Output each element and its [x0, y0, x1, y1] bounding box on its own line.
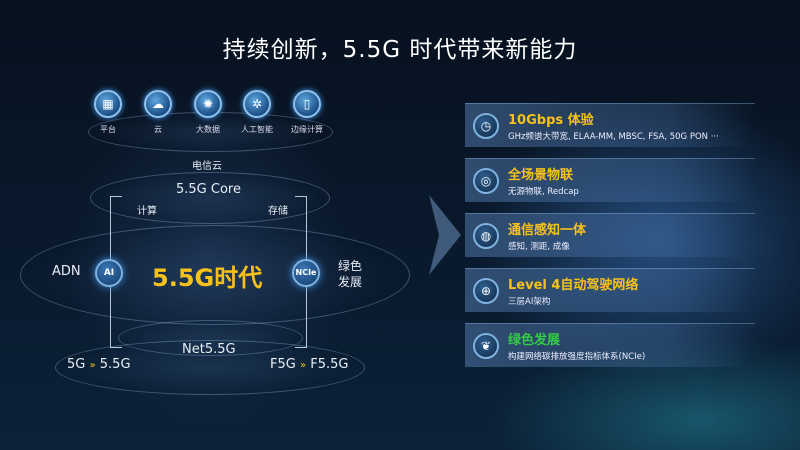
service-label: 云: [154, 125, 162, 134]
service-label: 边缘计算: [291, 125, 323, 134]
service-item: ☁ 云: [138, 90, 178, 135]
page-title: 持续创新，5.5G 时代带来新能力: [222, 37, 578, 63]
compute-label: 计算: [137, 206, 157, 217]
feature-desc: 无源物联, Redcap: [508, 187, 579, 197]
chevron-right-icon: [429, 195, 461, 275]
core-label: 5.5G Core: [176, 182, 241, 197]
net-label: Net5.5G: [182, 342, 236, 357]
evolution-5g: 5G » 5.5G: [67, 357, 131, 372]
service-label: 大数据: [196, 125, 220, 134]
service-item: ✺ 大数据: [188, 90, 228, 135]
platform-icon: ▦: [94, 90, 122, 118]
feature-title: 绿色发展: [508, 333, 561, 348]
service-label: 平台: [100, 125, 116, 134]
feature-desc: GHz频谱大带宽, ELAA-MM, MBSC, FSA, 50G PON ··…: [508, 132, 719, 142]
edge-computing-icon: ▯: [293, 90, 321, 118]
service-label: 人工智能: [241, 125, 273, 134]
green-label-2: 发展: [338, 275, 363, 289]
arrow-icon: »: [299, 360, 307, 371]
service-item: ▯ 边缘计算: [287, 90, 327, 135]
arrow-icon: »: [89, 360, 96, 371]
core-ring: [90, 172, 330, 224]
feature-row: ❦ 绿色发展 构建网络碳排放强度指标体系(NCIe): [465, 323, 755, 367]
storage-label: 存储: [268, 206, 288, 217]
iot-icon: ◎: [473, 168, 499, 194]
feature-row: ◷ 10Gbps 体验 GHz频谱大带宽, ELAA-MM, MBSC, FSA…: [465, 103, 755, 147]
feature-row: ◍ 通信感知一体 感知, 测距, 成像: [465, 213, 755, 257]
5g-from: 5G: [67, 357, 86, 372]
left-bracket-bottom: [110, 347, 122, 348]
5g-to: 5.5G: [99, 357, 131, 372]
services-ring: [88, 112, 333, 152]
leaf-icon: ❦: [473, 333, 499, 359]
center-title: 5.5G时代: [152, 264, 263, 292]
adn-label: ADN: [52, 264, 81, 279]
service-item: ▦ 平台: [88, 90, 128, 135]
feature-title: 全场景物联: [508, 168, 574, 183]
service-item: ✲ 人工智能: [237, 90, 277, 135]
right-bracket-bottom: [295, 347, 307, 348]
net-ring: [55, 340, 365, 395]
right-bracket-top: [295, 196, 307, 197]
sensing-icon: ◍: [473, 223, 499, 249]
ai-chip-icon: ✲: [243, 90, 271, 118]
cloud-icon: ☁: [144, 90, 172, 118]
evolution-f5g: F5G » F5.5G: [270, 357, 348, 372]
feature-desc: 三层AI架构: [508, 297, 551, 307]
f5g-to: F5.5G: [310, 357, 349, 372]
network-globe-icon: ⊕: [473, 278, 499, 304]
speed-icon: ◷: [473, 113, 499, 139]
feature-title: 通信感知一体: [508, 223, 587, 238]
feature-row: ◎ 全场景物联 无源物联, Redcap: [465, 158, 755, 202]
f5g-from: F5G: [270, 357, 296, 372]
ai-node: AI: [95, 259, 123, 287]
feature-desc: 感知, 测距, 成像: [508, 242, 570, 252]
feature-title: 10Gbps 体验: [508, 113, 594, 128]
feature-desc: 构建网络碳排放强度指标体系(NCIe): [508, 352, 646, 362]
feature-title: Level 4自动驾驶网络: [508, 278, 639, 293]
green-label-1: 绿色: [338, 259, 363, 273]
feature-row: ⊕ Level 4自动驾驶网络 三层AI架构: [465, 268, 755, 312]
telecom-cloud-label: 电信云: [192, 161, 222, 172]
left-bracket-top: [110, 196, 122, 197]
ncie-node: NCIe: [292, 259, 320, 287]
big-data-icon: ✺: [194, 90, 222, 118]
